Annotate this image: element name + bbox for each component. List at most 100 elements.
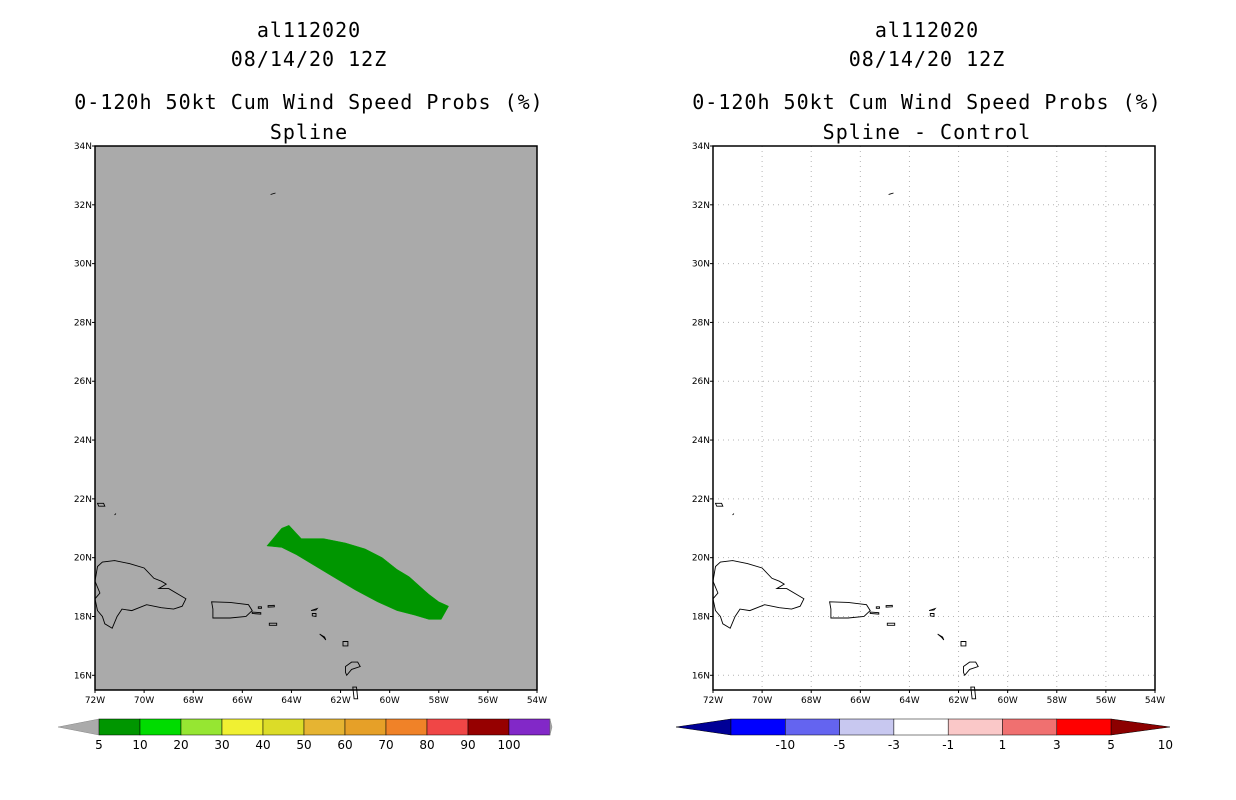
lat-label: 28N xyxy=(74,318,92,328)
colorbar-label: 5 xyxy=(1107,738,1115,752)
coastlines xyxy=(712,192,979,700)
lon-label: 66W xyxy=(232,696,252,706)
lon-label: 60W xyxy=(379,696,399,706)
lat-label: 28N xyxy=(692,318,710,328)
map-background xyxy=(713,146,1155,690)
lon-label: 72W xyxy=(85,696,105,706)
colorbar-segment xyxy=(385,718,428,736)
colorbar-segment xyxy=(1002,718,1058,736)
colorbar-segment xyxy=(139,718,182,736)
coastline-antigua xyxy=(342,641,349,647)
colorbar-segment xyxy=(893,718,949,736)
colorbar-label: 10 xyxy=(132,738,147,752)
product-title: 0-120h 50kt Cum Wind Speed Probs (%) xyxy=(692,90,1162,114)
lat-label: 22N xyxy=(692,495,710,505)
colorbar-label: -10 xyxy=(775,738,795,752)
panel-subtitle: Spline - Control xyxy=(822,120,1032,144)
coastline-stCroix xyxy=(268,622,278,626)
coastline-caicosSmall xyxy=(114,513,117,516)
colorbar-segment xyxy=(98,718,141,736)
colorbar-label: 60 xyxy=(337,738,352,752)
lat-label: 24N xyxy=(74,436,92,446)
panel-difference: al112020 08/14/20 12Z 0-120h 50kt Cum Wi… xyxy=(618,0,1236,800)
colorbar-segment xyxy=(426,718,469,736)
colorbar-segment xyxy=(730,718,786,736)
lon-label: 64W xyxy=(899,696,919,706)
lat-label: 32N xyxy=(74,201,92,211)
coastline-virginIslands xyxy=(267,604,275,608)
coastline-anguilla xyxy=(928,607,937,612)
coastline-bermuda xyxy=(270,192,276,195)
lon-label: 62W xyxy=(330,696,350,706)
coastline-anguilla xyxy=(310,607,319,612)
lon-label: 64W xyxy=(281,696,301,706)
colorbar-label: 100 xyxy=(498,738,521,752)
lat-label: 22N xyxy=(74,495,92,505)
colorbar-label: 90 xyxy=(460,738,475,752)
colorbar-label: 50 xyxy=(296,738,311,752)
storm-id-title: al112020 xyxy=(256,18,362,42)
coastline-culebra xyxy=(875,606,880,609)
panel-spline: al112020 08/14/20 12Z 0-120h 50kt Cum Wi… xyxy=(57,18,553,752)
colorbar-label: 1 xyxy=(999,738,1007,752)
date-title: 08/14/20 12Z xyxy=(230,47,388,71)
colorbar-segment xyxy=(303,718,346,736)
lat-label: 20N xyxy=(74,554,92,564)
colorbar-end-left xyxy=(675,718,732,736)
colorbar-segment xyxy=(467,718,510,736)
colorbar-segment xyxy=(1056,718,1112,736)
coastline-virginIslands xyxy=(885,604,893,608)
lat-label: 34N xyxy=(74,142,92,152)
colorbar-end-right xyxy=(549,718,553,736)
map-frame xyxy=(94,145,538,691)
colorbar-segment xyxy=(344,718,387,736)
colorbar-label: 40 xyxy=(255,738,270,752)
lat-label: 16N xyxy=(692,671,710,681)
lat-label: 32N xyxy=(692,201,710,211)
coastline-stKitts xyxy=(937,633,945,641)
storm-id-title: al112020 xyxy=(874,18,980,42)
lat-label: 18N xyxy=(692,612,710,622)
coastline-turksCaicos xyxy=(714,502,724,507)
coastline-caicosSmall xyxy=(732,513,735,516)
coastline-dominica xyxy=(970,686,977,700)
date-title: 08/14/20 12Z xyxy=(848,47,1006,71)
colorbar: -10 -5 -3 -1 1 3 5 10 xyxy=(675,718,1173,752)
lat-label: 20N xyxy=(692,554,710,564)
colorbar-label: 30 xyxy=(214,738,229,752)
map-difference: 34N 32N 30N 28N 26N 24N 22N 20N 18N 16N 72W 70W 68W 6… xyxy=(675,142,1173,752)
coastline-stCroix xyxy=(886,622,896,626)
coastline-stMartin xyxy=(311,613,317,618)
map-spline: 34N 32N 30N 28N 26N 24N 22N 20N 18N 16N 72W 70W 68W 6… xyxy=(57,142,553,752)
lon-label: 58W xyxy=(1047,696,1067,706)
product-title: 0-120h 50kt Cum Wind Speed Probs (%) xyxy=(74,90,544,114)
colorbar-segment xyxy=(180,718,223,736)
coastline-vieques xyxy=(869,611,880,615)
coastline-stMartin xyxy=(929,613,935,618)
colorbar-segment xyxy=(839,718,895,736)
lat-label: 24N xyxy=(692,436,710,446)
coastline-hispaniola xyxy=(712,560,805,629)
panel-subtitle: Spline xyxy=(269,120,349,144)
lon-label: 68W xyxy=(183,696,203,706)
map-frame xyxy=(712,145,1156,691)
coastline-turksCaicos xyxy=(96,502,106,507)
colorbar-label: 20 xyxy=(173,738,188,752)
lat-label: 26N xyxy=(74,377,92,387)
lon-label: 58W xyxy=(429,696,449,706)
colorbar-end-right xyxy=(1110,718,1171,736)
coastline-dominica xyxy=(352,686,359,700)
colorbar-label: 3 xyxy=(1053,738,1061,752)
lon-label: 60W xyxy=(997,696,1017,706)
lat-label: 26N xyxy=(692,377,710,387)
colorbar-segment xyxy=(262,718,305,736)
colorbar-label: 5 xyxy=(95,738,103,752)
lon-label: 68W xyxy=(801,696,821,706)
lat-label: 16N xyxy=(74,671,92,681)
axes: 34N 32N 30N 28N 26N 24N 22N 20N 18N 16N 72W 70W 68W 6… xyxy=(74,142,547,706)
colorbar-label: -1 xyxy=(942,738,954,752)
lon-label: 72W xyxy=(703,696,723,706)
lon-label: 62W xyxy=(948,696,968,706)
coastline-stKitts xyxy=(319,633,327,641)
colorbar-label: -5 xyxy=(834,738,846,752)
